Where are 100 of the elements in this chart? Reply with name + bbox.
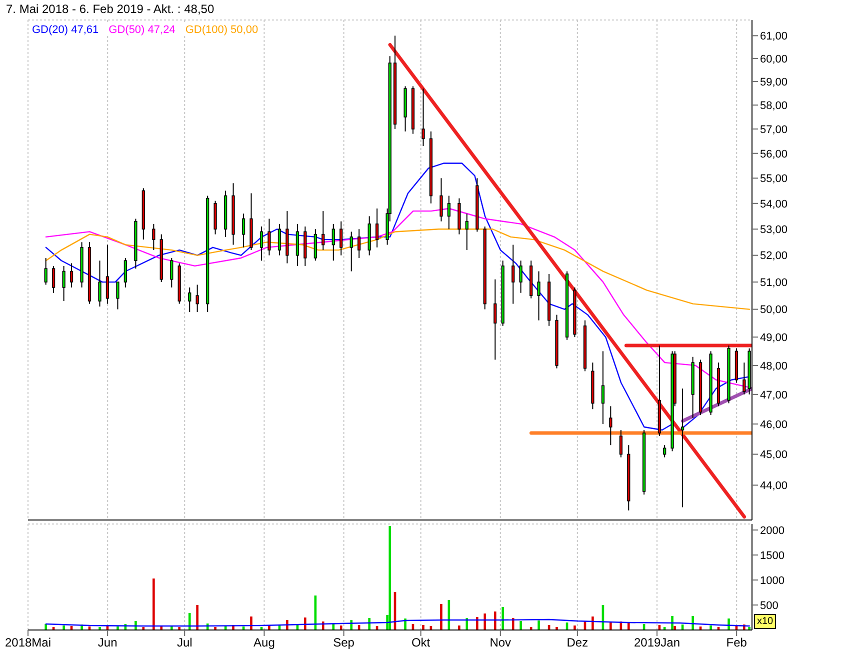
candlestick [512,244,515,304]
candlestick [422,88,425,147]
candlestick [680,388,684,508]
y-tick-label: 54,00 [760,198,788,210]
bar [592,616,594,630]
candlestick [70,262,74,288]
bar [250,616,252,630]
bar [304,618,306,630]
x-tick-label: 2019Jan [634,636,680,650]
candlestick [124,257,127,288]
candlestick [268,218,271,256]
x-tick-label: Sep [333,636,355,650]
bar [152,578,155,630]
y-tick-label: 45,00 [760,449,788,462]
bar [627,623,630,630]
candlestick [170,257,174,288]
y-tick-label: 46,00 [760,418,788,431]
candlestick [494,278,497,360]
candlestick [322,210,325,251]
y-tick-label: 47,00 [760,389,788,402]
candlestick [537,270,540,321]
y-tick-label: 500 [760,600,778,612]
x-tick-label: Okt [411,636,431,650]
candlestick [340,220,343,256]
y-tick-label: 1500 [760,550,784,562]
bar [62,626,65,630]
candlestick [152,223,156,251]
bar [692,616,694,630]
line-series [45,162,750,431]
y-tick-label: 1000 [760,574,784,587]
y-tick-label: 53,00 [760,224,788,236]
candlestick [332,223,335,262]
bar [404,618,406,630]
candlestick [62,265,66,302]
candlestick [358,228,361,258]
bar [440,604,442,630]
x-tick-label: Jul [176,636,192,650]
x-tick-label: Jun [98,636,118,650]
y-tick-label: 59,00 [760,76,788,88]
candlestick [188,286,192,313]
bar [674,626,676,630]
candlestick [447,195,450,230]
x-tick-label: Feb [726,636,748,650]
bar [476,617,478,630]
chart-title: 7. Mai 2018 - 6. Feb 2019 - Akt. : 48,50 [6,2,214,16]
bar [484,614,486,630]
candlestick [663,444,666,458]
y-tick-label: 57,00 [760,124,788,136]
candlestick [609,406,612,446]
text: GD(100) 50,00 [185,24,258,36]
text: x10 [754,614,776,629]
candlestick [260,226,264,262]
y-tick-label: 49,00 [760,332,788,344]
candlestick [52,265,56,294]
bar [610,622,612,630]
bar [671,616,674,630]
y-tick-label: 2000 [760,524,784,537]
candlestick [196,284,199,313]
bar [188,613,191,630]
bar [538,620,540,630]
bar [116,626,119,630]
bar [502,607,504,630]
y-tick-label: 61,00 [760,30,788,43]
candlestick [519,260,522,294]
bar [196,605,198,630]
x-tick-label: 2018Mai [4,636,52,650]
candlestick [116,282,120,310]
text: GD(50) 47,24 [108,24,176,36]
y-tick-label: 51,00 [760,276,788,289]
candlestick [742,362,746,395]
x-tick-label: Dez [566,636,588,650]
bar [458,626,460,630]
bar [520,621,522,630]
y-tick-label: 55,00 [760,173,788,186]
y-tick-label: 50,00 [760,304,788,316]
text: GD(20) 47,61 [32,24,99,36]
y-tick-label: 48,00 [760,360,788,372]
line-series [45,618,750,627]
bar [368,618,370,630]
bar [388,526,392,630]
bar [466,618,468,630]
y-tick-label: 52,00 [760,250,788,262]
candlestick [440,178,443,222]
y-tick-label: 60,00 [760,53,788,66]
candlestick [106,244,110,304]
y-tick-label: 44,00 [760,480,788,492]
candlestick [601,350,605,425]
candlestick [98,260,102,308]
candlestick [44,257,48,286]
y-tick-label: 58,00 [760,100,788,112]
candlestick [314,228,317,262]
bar [422,625,424,630]
x-tick-label: Nov [490,636,512,650]
candlestick [242,213,246,248]
candlestick [375,208,379,248]
bar [44,624,47,630]
candlestick [296,223,299,266]
candlestick [278,223,282,256]
bar [574,626,576,630]
candlestick [350,231,353,272]
